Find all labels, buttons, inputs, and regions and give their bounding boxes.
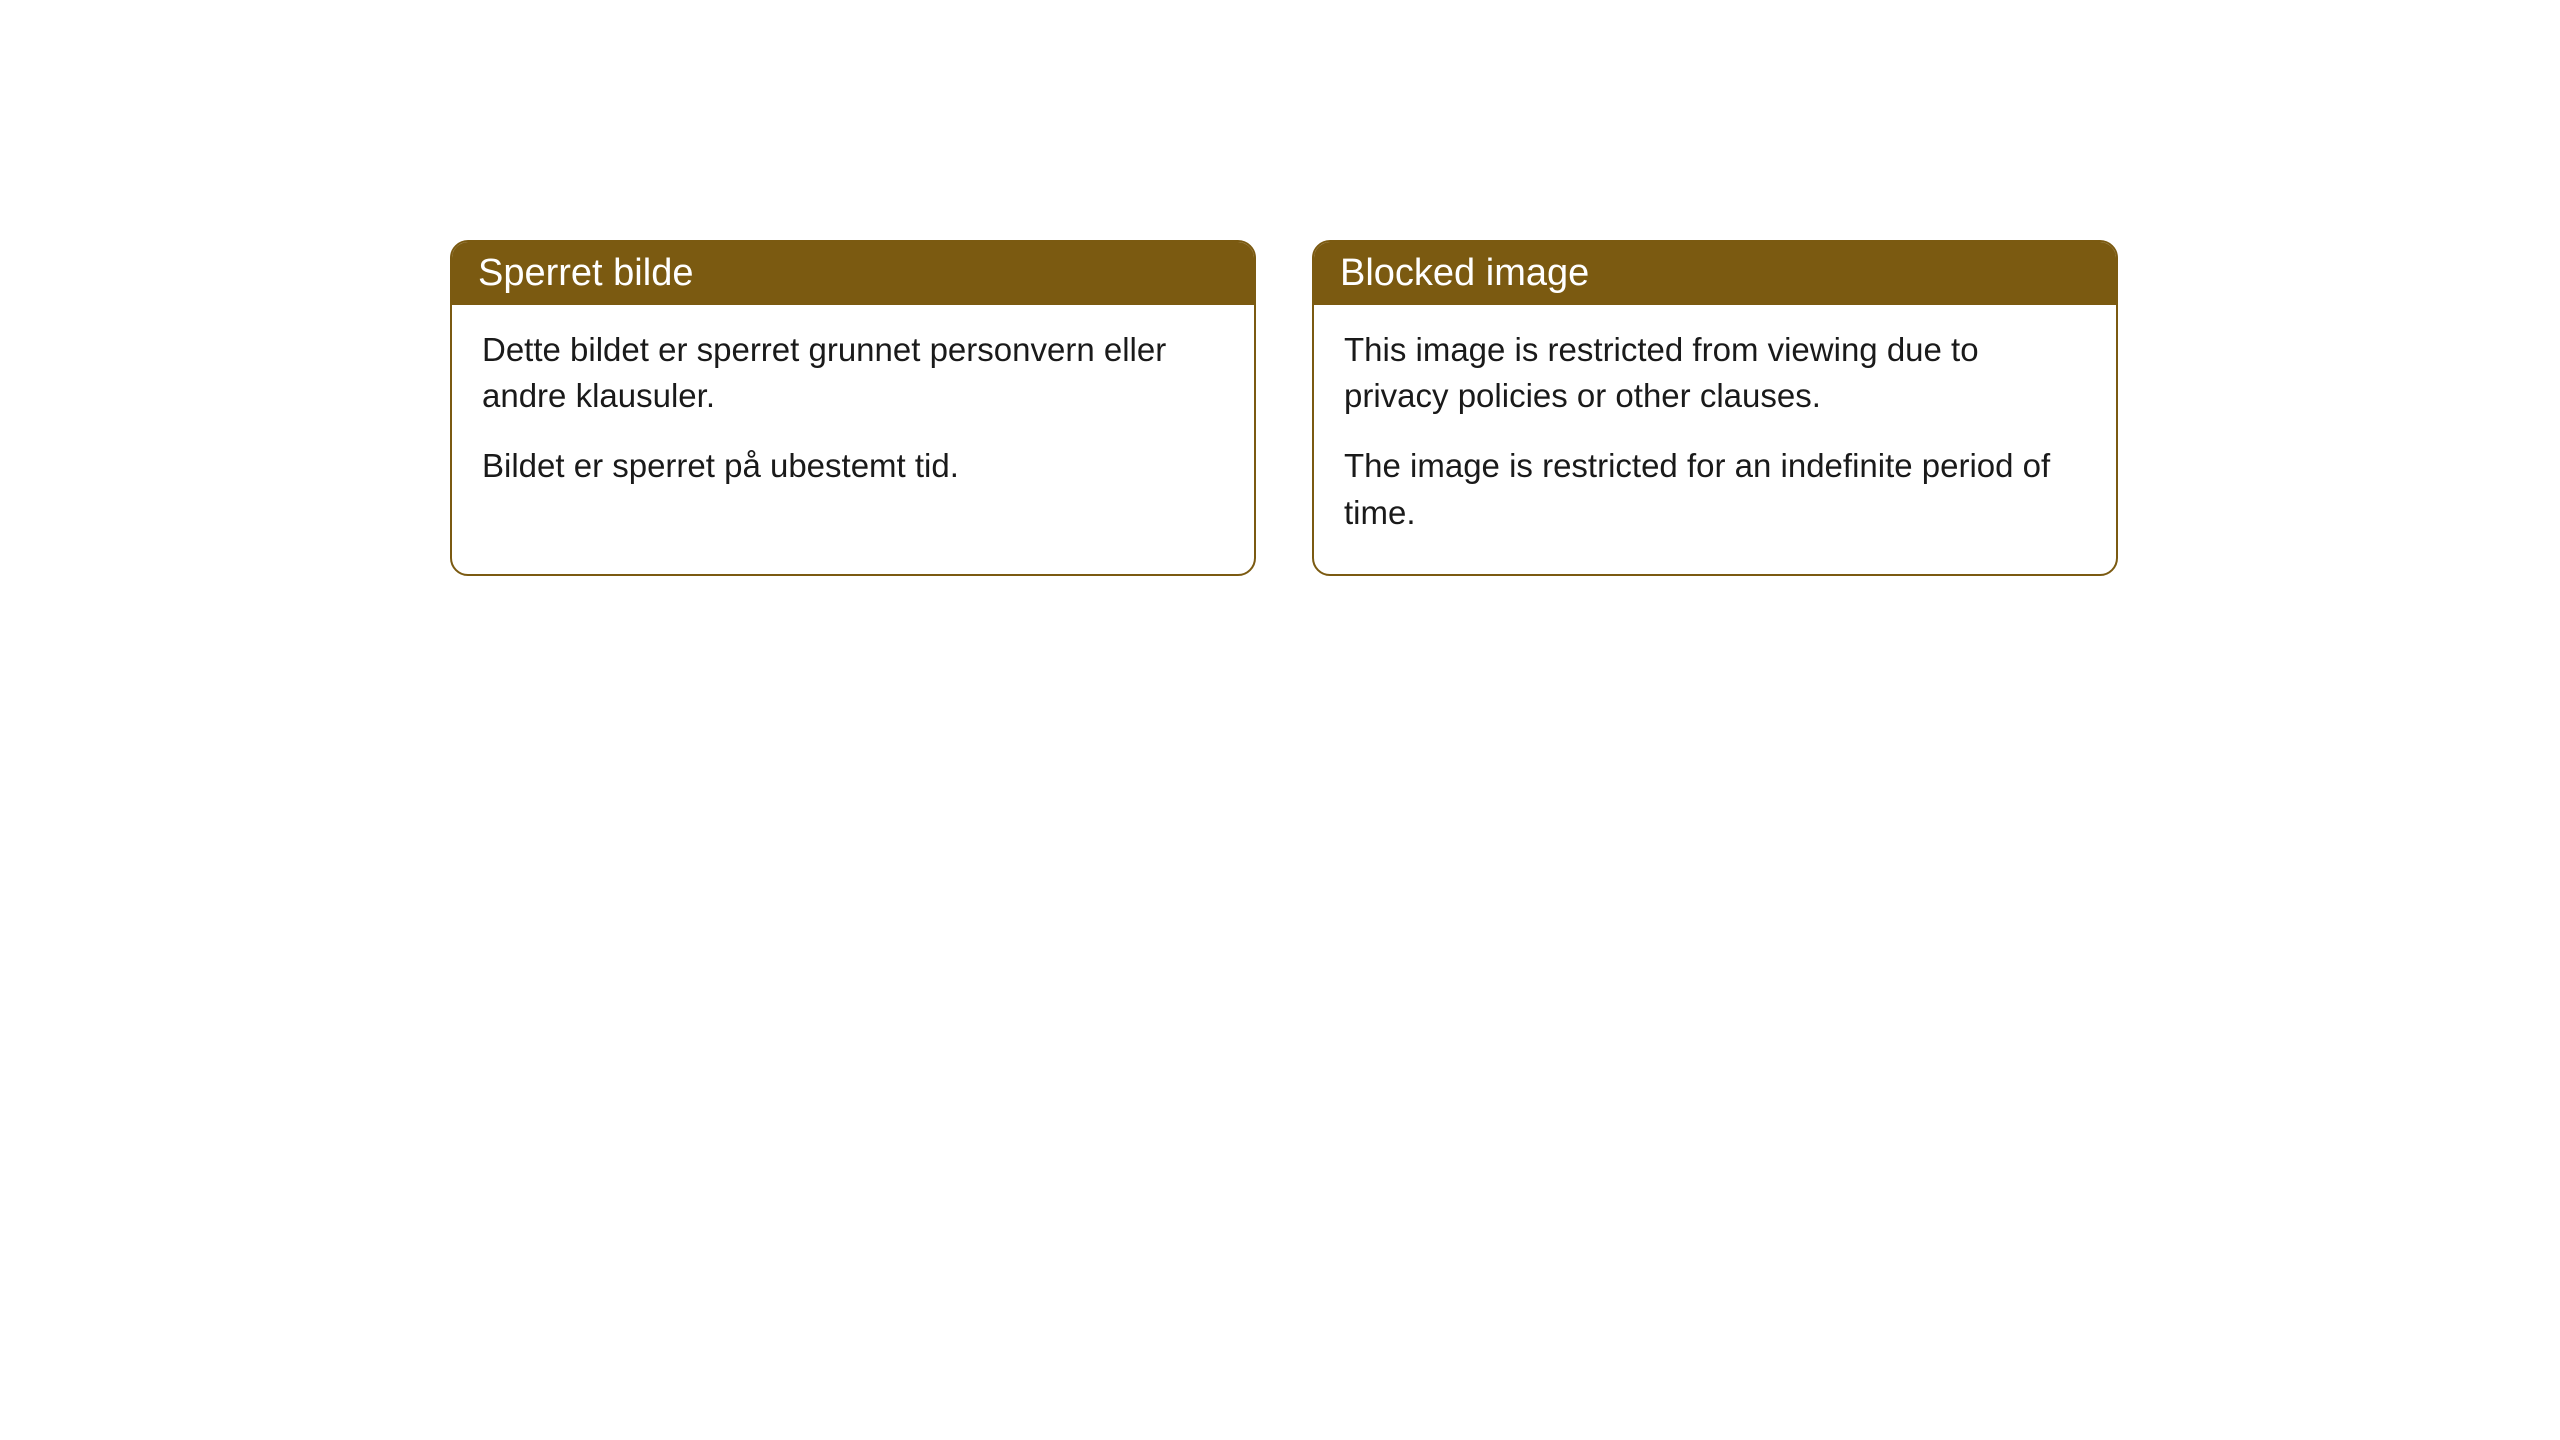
- blocked-image-card-english: Blocked image This image is restricted f…: [1312, 240, 2118, 576]
- notice-text-norwegian-line2: Bildet er sperret på ubestemt tid.: [482, 443, 1224, 489]
- card-body-english: This image is restricted from viewing du…: [1314, 305, 2116, 574]
- card-header-english: Blocked image: [1314, 242, 2116, 305]
- notice-text-norwegian-line1: Dette bildet er sperret grunnet personve…: [482, 327, 1224, 419]
- card-header-norwegian: Sperret bilde: [452, 242, 1254, 305]
- notice-card-container: Sperret bilde Dette bildet er sperret gr…: [450, 240, 2118, 576]
- blocked-image-card-norwegian: Sperret bilde Dette bildet er sperret gr…: [450, 240, 1256, 576]
- card-body-norwegian: Dette bildet er sperret grunnet personve…: [452, 305, 1254, 528]
- notice-text-english-line1: This image is restricted from viewing du…: [1344, 327, 2086, 419]
- notice-text-english-line2: The image is restricted for an indefinit…: [1344, 443, 2086, 535]
